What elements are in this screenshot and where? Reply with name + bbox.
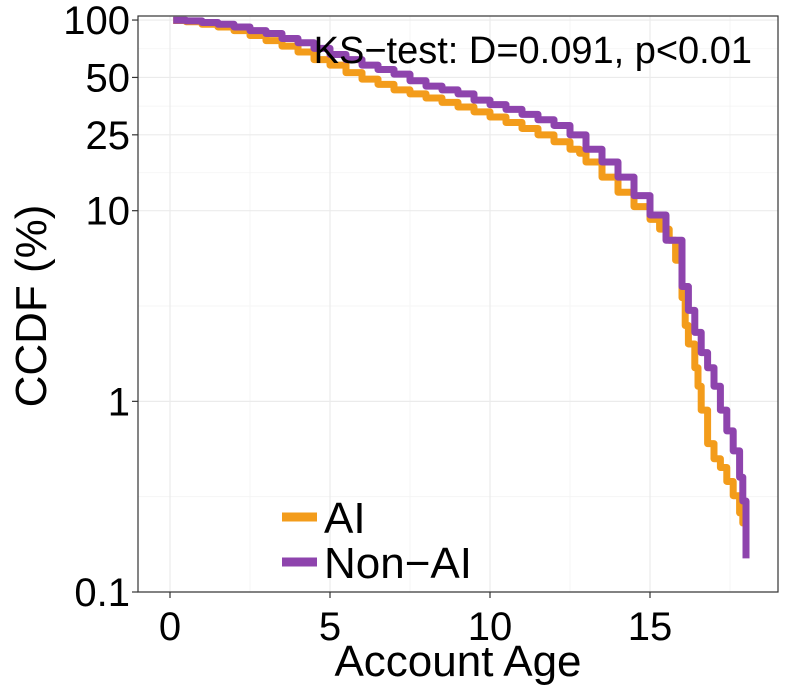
series-line-ai: [173, 16, 750, 554]
y-tick-label: 10: [86, 190, 131, 234]
x-tick-label: 10: [468, 605, 513, 649]
series-lines: [173, 16, 750, 559]
plot-panel-border: [137, 15, 779, 593]
legend-label-non-ai: Non−AI: [324, 539, 472, 588]
axis-ticks: 0 5 10 15 0.1 1 10 25 50 100: [63, 0, 672, 649]
y-tick-label: 25: [86, 114, 131, 158]
x-tick-label: 0: [159, 605, 181, 649]
series-line-non-ai: [173, 16, 750, 559]
y-tick-label: 50: [86, 56, 131, 100]
x-axis-title: Account Age: [334, 637, 581, 686]
x-tick-label: 15: [628, 605, 673, 649]
x-tick-label: 5: [319, 605, 341, 649]
y-tick-label: 1: [108, 380, 130, 424]
ks-test-annotation: KS−test: D=0.091, p<0.01: [314, 30, 752, 72]
legend: AI Non−AI: [282, 494, 472, 588]
legend-label-ai: AI: [324, 494, 366, 543]
y-tick-label: 100: [63, 0, 130, 43]
y-tick-label: 0.1: [74, 571, 130, 615]
y-axis-title: CCDF (%): [7, 205, 56, 408]
